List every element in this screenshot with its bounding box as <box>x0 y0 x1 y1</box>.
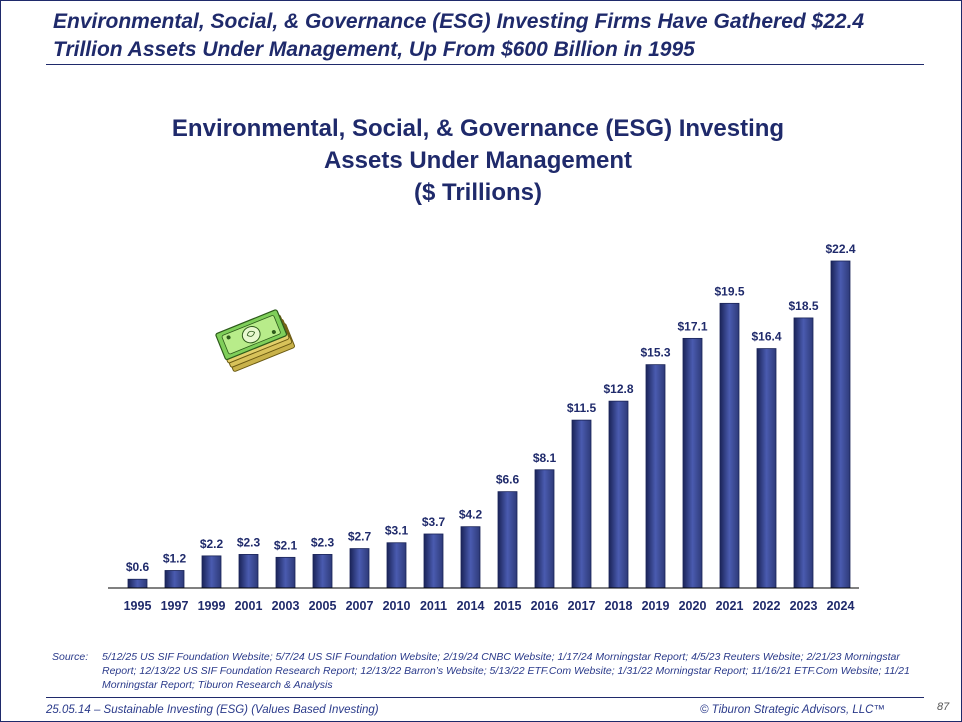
top-divider <box>46 64 924 65</box>
x-tick-label-2021: 2021 <box>716 599 744 613</box>
bar-2019 <box>645 364 666 589</box>
x-tick-label-2022: 2022 <box>753 599 781 613</box>
x-tick-label-2017: 2017 <box>568 599 596 613</box>
data-label-2014: $4.2 <box>459 508 483 522</box>
bar-2017 <box>571 419 592 589</box>
data-label-2007: $2.7 <box>348 530 372 544</box>
bar-2022 <box>756 348 777 589</box>
bar-2015 <box>497 491 518 589</box>
bar-2020 <box>682 337 703 589</box>
data-label-1999: $2.2 <box>200 537 224 551</box>
x-tick-label-2007: 2007 <box>346 599 374 613</box>
data-label-2023: $18.5 <box>788 299 818 313</box>
x-tick-label-2020: 2020 <box>679 599 707 613</box>
page-number: 87 <box>937 701 950 713</box>
bar-2001 <box>238 554 259 589</box>
data-label-2011: $3.7 <box>422 515 446 529</box>
bar-2003 <box>275 556 296 589</box>
data-label-2003: $2.1 <box>274 538 298 552</box>
bar-2024 <box>830 260 851 589</box>
x-tick-label-2018: 2018 <box>605 599 633 613</box>
data-label-2016: $8.1 <box>533 451 557 465</box>
data-label-2018: $12.8 <box>603 382 633 396</box>
chart-title-line-1: Environmental, Social, & Governance (ESG… <box>171 115 785 142</box>
x-tick-label-2011: 2011 <box>420 599 447 613</box>
bar-1995 <box>127 578 148 589</box>
x-tick-label-1999: 1999 <box>198 599 226 613</box>
bar-2021 <box>719 302 740 589</box>
x-tick-label-2003: 2003 <box>272 599 300 613</box>
x-tick-label-2010: 2010 <box>383 599 411 613</box>
data-label-1997: $1.2 <box>163 551 187 565</box>
chart-title-line-2: Assets Under Management <box>323 147 633 174</box>
slide-headline: Environmental, Social, & Governance (ESG… <box>53 10 865 61</box>
data-label-2001: $2.3 <box>237 535 261 549</box>
bar-2016 <box>534 469 555 589</box>
footer-copyright: © Tiburon Strategic Advisors, LLC™ <box>700 704 885 716</box>
bar-1997 <box>164 570 185 589</box>
data-label-2019: $15.3 <box>640 346 670 360</box>
money-stack-icon <box>212 305 302 382</box>
bar-1999 <box>201 555 222 589</box>
footer-deck-title: 25.05.14 – Sustainable Investing (ESG) (… <box>46 704 379 716</box>
x-tick-label-2014: 2014 <box>457 599 485 613</box>
bar-2010 <box>386 542 407 589</box>
data-label-2017: $11.5 <box>567 401 597 415</box>
x-tick-label-2023: 2023 <box>790 599 818 613</box>
source-text: 5/12/25 US SIF Foundation Website; 5/7/2… <box>102 651 910 691</box>
x-tick-label-1995: 1995 <box>124 599 152 613</box>
bar-2011 <box>423 533 444 589</box>
x-tick-label-2024: 2024 <box>827 599 855 613</box>
x-tick-label-2005: 2005 <box>309 599 337 613</box>
data-label-2015: $6.6 <box>496 473 520 487</box>
bar-2018 <box>608 400 629 589</box>
x-tick-label-2019: 2019 <box>642 599 670 613</box>
bar-2007 <box>349 548 370 589</box>
bar-2014 <box>460 526 481 589</box>
x-tick-label-2001: 2001 <box>235 599 263 613</box>
chart-title: Environmental, Social, & Governance (ESG… <box>0 113 956 209</box>
data-label-2024: $22.4 <box>825 242 855 256</box>
x-tick-label-2016: 2016 <box>531 599 559 613</box>
chart-title-line-3: ($ Trillions) <box>413 179 542 206</box>
bar-2005 <box>312 554 333 589</box>
bottom-divider <box>46 697 924 698</box>
data-label-2005: $2.3 <box>311 535 335 549</box>
bar-2023 <box>793 317 814 589</box>
data-label-1995: $0.6 <box>126 560 150 574</box>
data-label-2021: $19.5 <box>714 284 744 298</box>
data-label-2022: $16.4 <box>751 330 781 344</box>
source-label: Source: <box>52 651 89 663</box>
data-label-2010: $3.1 <box>385 524 409 538</box>
data-label-2020: $17.1 <box>677 319 707 333</box>
x-tick-label-1997: 1997 <box>161 599 189 613</box>
x-tick-label-2015: 2015 <box>494 599 522 613</box>
